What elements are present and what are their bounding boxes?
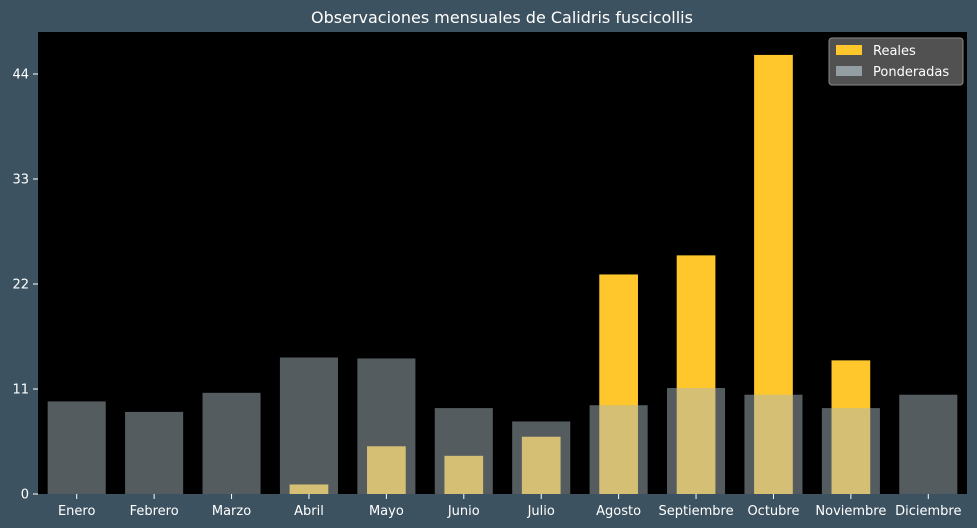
bar-ponderadas-septiembre	[667, 388, 726, 494]
y-tick-label-11: 11	[12, 383, 29, 398]
x-tick-label-abril: Abril	[294, 504, 324, 519]
x-tick-label-marzo: Marzo	[212, 504, 251, 519]
bar-ponderadas-mayo	[357, 358, 416, 494]
bar-ponderadas-agosto	[589, 405, 648, 494]
bar-ponderadas-junio	[434, 408, 493, 494]
x-tick-label-septiembre: Septiembre	[658, 504, 733, 519]
bar-ponderadas-abril	[279, 357, 338, 494]
x-axis: Enero Febrero Marzo Abril Mayo Junio Julio Agos…	[58, 494, 961, 519]
y-tick-label-44: 44	[12, 68, 29, 83]
legend: Reales Ponderadas	[828, 37, 964, 86]
chart-title: Observaciones mensuales de Calidris fusc…	[311, 8, 693, 27]
bar-ponderadas-julio	[512, 421, 571, 494]
y-axis: 0 11 22 33 44	[12, 68, 38, 503]
legend-swatch-ponderadas	[836, 66, 862, 76]
x-tick-label-junio: Junio	[447, 504, 480, 519]
legend-label-ponderadas: Ponderadas	[873, 65, 949, 80]
bar-ponderadas-marzo	[202, 392, 261, 494]
x-tick-label-diciembre: Diciembre	[895, 504, 961, 519]
x-tick-label-octubre: Octubre	[747, 504, 799, 519]
bar-ponderadas-noviembre	[821, 408, 880, 494]
bar-ponderadas-diciembre	[899, 394, 958, 494]
x-tick-label-agosto: Agosto	[596, 504, 641, 519]
legend-label-reales: Reales	[873, 44, 916, 59]
bar-ponderadas-octubre	[744, 394, 803, 494]
y-tick-label-0: 0	[21, 488, 29, 503]
legend-swatch-reales	[836, 45, 862, 55]
y-tick-label-22: 22	[12, 278, 29, 293]
x-tick-label-julio: Julio	[527, 504, 555, 519]
plot-area	[38, 32, 967, 494]
x-tick-label-mayo: Mayo	[369, 504, 404, 519]
y-tick-label-33: 33	[12, 173, 29, 188]
bar-ponderadas-febrero	[125, 411, 184, 494]
legend-box	[828, 37, 964, 86]
x-tick-label-noviembre: Noviembre	[815, 504, 886, 519]
series-ponderadas	[47, 357, 958, 494]
x-tick-label-enero: Enero	[58, 504, 96, 519]
bar-ponderadas-enero	[47, 401, 106, 494]
x-tick-label-febrero: Febrero	[130, 504, 179, 519]
